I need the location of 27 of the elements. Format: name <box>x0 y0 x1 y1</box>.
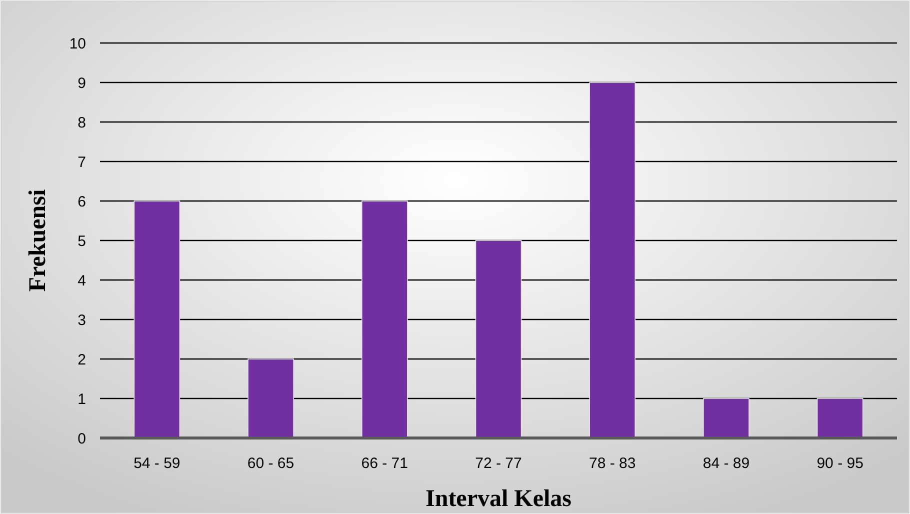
x-tick-label: 90 - 95 <box>816 455 864 472</box>
bar <box>361 200 408 438</box>
bar <box>703 398 750 438</box>
y-tick-label: 2 <box>78 351 86 368</box>
x-tick-label: 66 - 71 <box>361 455 408 472</box>
y-tick-label: 0 <box>78 430 86 448</box>
y-tick-label: 7 <box>78 154 86 171</box>
x-tick-label: 78 - 83 <box>589 455 636 472</box>
bar <box>248 358 294 438</box>
y-tick-label: 6 <box>78 193 86 210</box>
y-tick-label: 3 <box>78 312 86 329</box>
x-tick-label: 54 - 59 <box>134 455 180 472</box>
bar <box>589 82 636 438</box>
y-axis-title: Frekuensi <box>25 189 51 292</box>
bar <box>134 200 180 438</box>
bar <box>816 398 864 438</box>
x-tick-label: 72 - 77 <box>475 455 522 472</box>
y-tick-label: 8 <box>78 114 86 132</box>
y-tick-label: 5 <box>78 232 86 250</box>
x-axis-title: Interval Kelas <box>426 486 572 512</box>
y-tick-label: 4 <box>78 272 86 290</box>
bar <box>475 240 522 438</box>
y-tick-label: 10 <box>69 35 86 52</box>
y-tick-label: 1 <box>78 390 86 408</box>
y-tick-label: 9 <box>78 74 86 92</box>
x-tick-label: 84 - 89 <box>702 455 750 472</box>
x-tick-label: 60 - 65 <box>247 455 294 472</box>
